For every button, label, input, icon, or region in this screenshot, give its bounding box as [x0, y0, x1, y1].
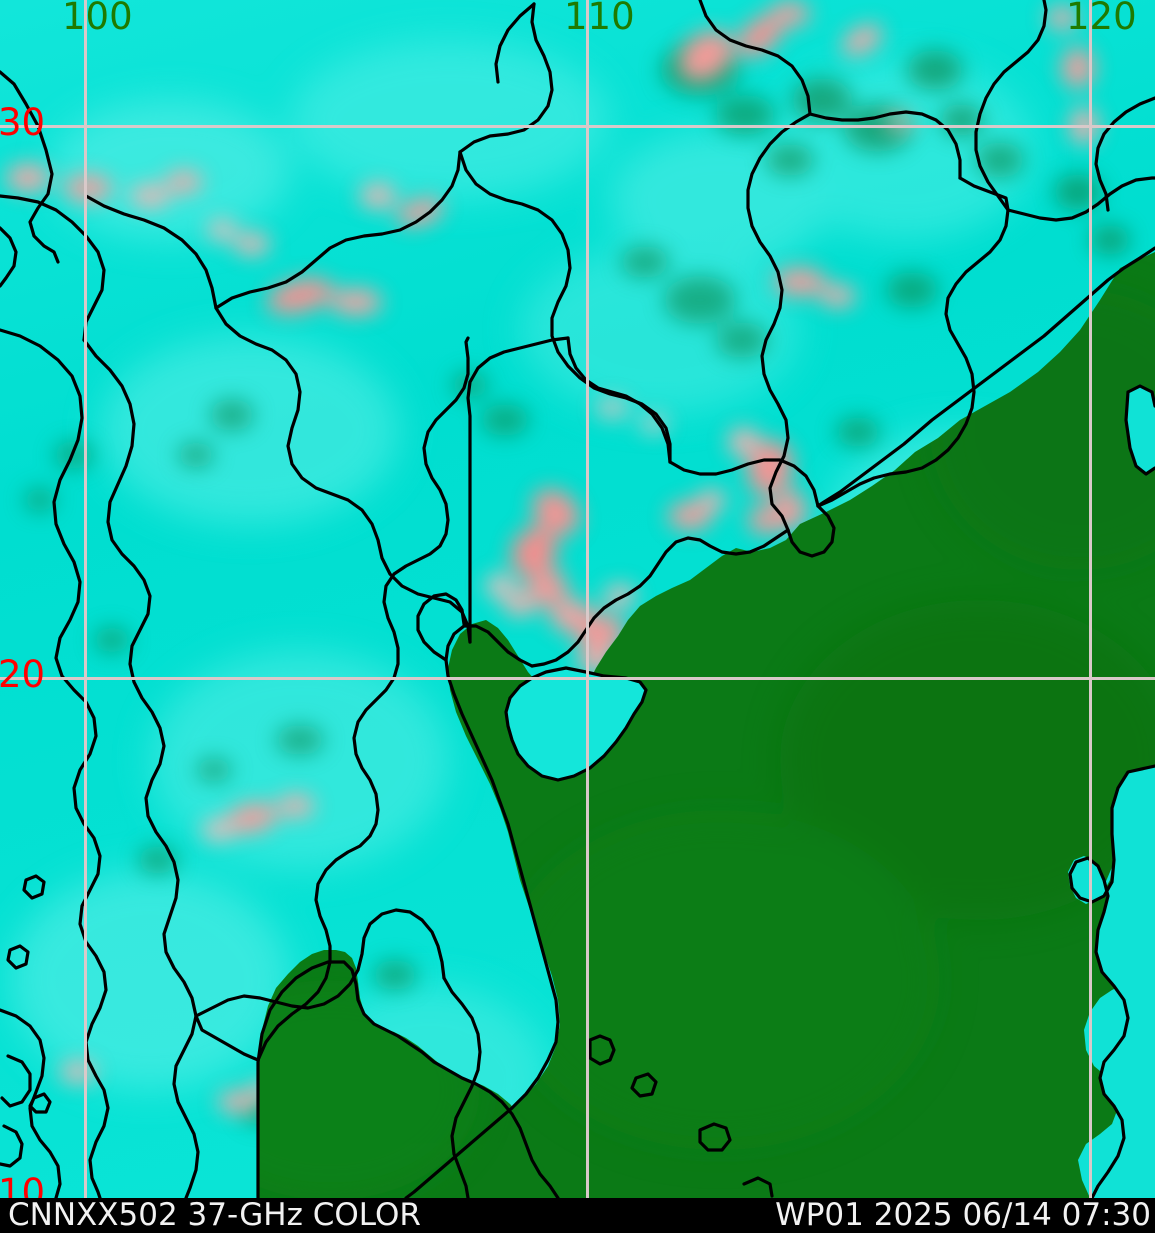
latitude-gridline-20: [0, 677, 1155, 680]
latitude-label-10: 10: [0, 1171, 46, 1198]
longitude-label-100: 100: [62, 0, 133, 38]
product-label: CNNXX502 37-GHz COLOR: [8, 1197, 421, 1233]
latitude-label-30: 30: [0, 101, 46, 144]
latitude-gridline-30: [0, 125, 1155, 128]
microwave-imagery: [0, 0, 1155, 1198]
longitude-gridline-110: [586, 0, 589, 1198]
longitude-label-120: 120: [1066, 0, 1137, 38]
hainan-island: [506, 668, 646, 780]
storm-timestamp-label: WP01 2025 06/14 07:30: [775, 1197, 1151, 1233]
status-bar: CNNXX502 37-GHz COLOR WP01 2025 06/14 07…: [0, 1198, 1155, 1232]
latitude-label-20: 20: [0, 653, 46, 696]
longitude-gridline-120: [1089, 0, 1092, 1198]
longitude-label-110: 110: [564, 0, 635, 38]
coastline-overlay: [0, 0, 1155, 1198]
longitude-gridline-100: [84, 0, 87, 1198]
satellite-map-canvas[interactable]: 100 110 120 30 20 10: [0, 0, 1155, 1198]
